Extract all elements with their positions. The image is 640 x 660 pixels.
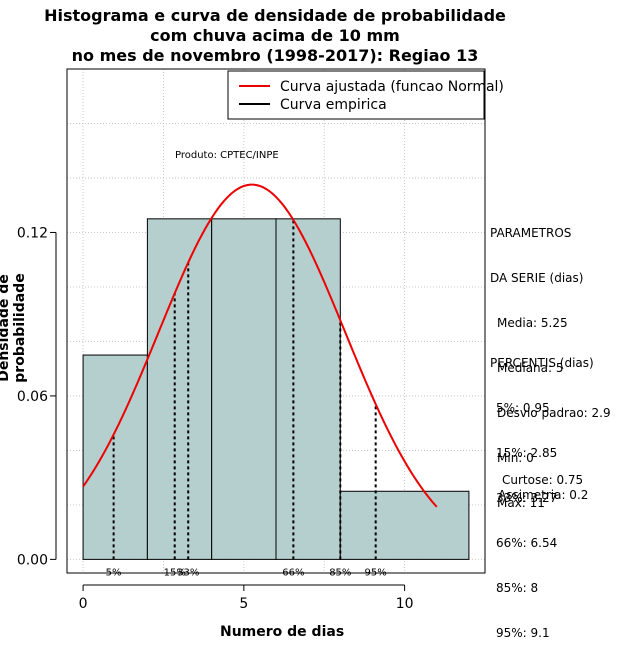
param-min: Min: 0 bbox=[497, 451, 534, 465]
parameters-header-2: DA SERIE (dias) bbox=[490, 271, 584, 285]
percentile-33: 33%: 3.27 bbox=[496, 491, 558, 505]
param-std-dev: Desvio padrao: 2.9 bbox=[497, 406, 611, 420]
y-tick-label: 0.06 bbox=[17, 389, 48, 405]
percentile-95: 95%: 9.1 bbox=[496, 626, 550, 640]
percentile-85: 85%: 8 bbox=[496, 581, 539, 595]
series-parameters-panel: PARAMETROS DA SERIE (dias) Media: 5.25 M… bbox=[490, 196, 611, 526]
y-tick-label: 0.00 bbox=[17, 552, 48, 568]
product-label: Produto: CPTEC/INPE bbox=[175, 150, 279, 161]
histogram-bars bbox=[82, 218, 470, 560]
percentiles-header: PERCENTIS (dias) bbox=[490, 356, 594, 370]
legend: Curva ajustada (funcao Normal) Curva emp… bbox=[227, 70, 504, 120]
percentile-15: 15%: 2.85 bbox=[496, 446, 558, 460]
param-median: Mediana: 5 bbox=[497, 361, 564, 375]
percentiles-panel: PERCENTIS (dias) 5%: 0.95 15%: 2.85 33%:… bbox=[490, 326, 594, 656]
axes-layer: 0 5 10 0.00 0.06 0.12 bbox=[17, 68, 486, 612]
histogram-bar bbox=[82, 354, 148, 560]
legend-label-empirical: Curva empirica bbox=[280, 97, 387, 113]
legend-box bbox=[227, 70, 485, 120]
legend-label-fitted: Curva ajustada (funcao Normal) bbox=[280, 79, 504, 95]
plot-frame bbox=[66, 68, 486, 574]
chart-title-line-2: com chuva acima de 10 mm bbox=[150, 26, 400, 45]
percentile-5: 5%: 0.95 bbox=[496, 401, 550, 415]
histogram-bar bbox=[339, 490, 470, 560]
chart-title-line-1: Histograma e curva de densidade de proba… bbox=[44, 6, 506, 25]
parameters-header-1: PARAMETROS bbox=[490, 226, 572, 240]
kurtosis: Curtose: 0.75 bbox=[502, 473, 584, 487]
x-tick-label: 0 bbox=[79, 596, 88, 612]
x-tick-label: 5 bbox=[239, 596, 248, 612]
histogram-bar bbox=[211, 218, 277, 560]
histogram-bar bbox=[146, 218, 213, 560]
chart-title-line-3: no mes de novembro (1998-2017): Regiao 1… bbox=[71, 46, 479, 65]
x-axis-title: Numero de dias bbox=[220, 624, 345, 640]
percentile-66: 66%: 6.54 bbox=[496, 536, 558, 550]
y-tick-label: 0.12 bbox=[17, 225, 48, 241]
param-max: Max: 11 bbox=[497, 496, 545, 510]
skewness: Assimetria: 0.2 bbox=[498, 488, 589, 502]
fitted-curve-layer bbox=[82, 183, 438, 508]
fitted-normal-curve bbox=[82, 183, 438, 508]
param-mean: Media: 5.25 bbox=[497, 316, 568, 330]
histogram-bar bbox=[275, 218, 341, 560]
x-tick-label: 10 bbox=[396, 596, 414, 612]
moments-panel: Curtose: 0.75 Assimetria: 0.2 bbox=[498, 473, 588, 503]
